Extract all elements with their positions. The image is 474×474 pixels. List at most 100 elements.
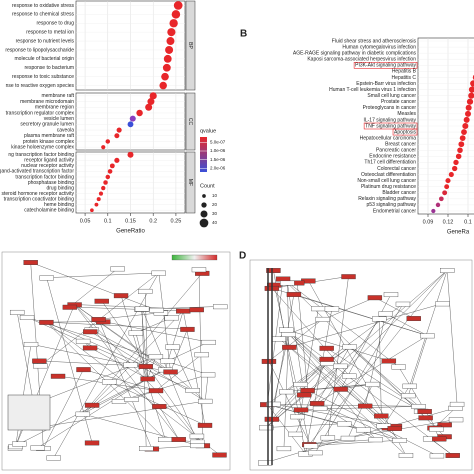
edge: [46, 321, 220, 455]
edge: [287, 282, 305, 395]
pathway-node: [337, 421, 352, 427]
edge: [83, 369, 157, 391]
pathway-node: [293, 382, 308, 387]
edge: [167, 341, 209, 362]
pathway-node: [84, 440, 100, 446]
edge: [46, 321, 188, 330]
edge: [204, 374, 209, 402]
pathway-node: [138, 288, 153, 294]
term-label: Human T-cell leukemia virus 1 infection: [329, 87, 416, 93]
x-axis-title: GeneRa: [447, 230, 470, 236]
edge: [309, 439, 376, 445]
pathway-node: [381, 358, 397, 364]
pathway-node: [110, 266, 125, 272]
term-label: Hepatitis B: [392, 69, 417, 75]
pathway-node: [448, 417, 464, 423]
dot: [145, 103, 153, 111]
edge: [103, 321, 209, 343]
dot: [90, 208, 94, 213]
dot: [431, 208, 436, 214]
term-label: response to lipopolysaccharide: [5, 47, 74, 53]
term-label: response to oxidative stress: [12, 3, 74, 9]
edge: [305, 308, 333, 454]
edge: [317, 335, 428, 404]
pathway-node: [83, 329, 98, 335]
x-tick-label: 0.09: [423, 219, 434, 225]
pathway-node: [171, 437, 186, 442]
edge: [37, 400, 206, 428]
edge: [409, 270, 448, 386]
legend-dot: [201, 202, 207, 208]
term-label: Apoptosis: [394, 129, 416, 135]
x-tick-label: 0.12: [443, 219, 454, 225]
term-label: AGE-RAGE signaling pathway in diabetic c…: [293, 51, 417, 57]
term-label: Human cytomegalovirus infection: [342, 44, 416, 50]
pathway-node: [280, 280, 295, 286]
edge: [278, 338, 395, 429]
edge: [155, 354, 202, 391]
pathway-node: [300, 388, 315, 393]
pathway-node: [311, 306, 326, 312]
dot: [445, 178, 451, 184]
pathway-node: [134, 306, 150, 312]
pathway-node: [357, 403, 373, 409]
edge: [30, 343, 131, 365]
edge: [158, 272, 171, 372]
pathway-node: [213, 304, 228, 310]
edge: [374, 297, 414, 319]
x-tick-label: 0.05: [80, 218, 91, 224]
pathway-node: [180, 326, 195, 332]
facet-strip: [185, 0, 196, 91]
dot: [114, 157, 120, 163]
pathway-node: [276, 446, 292, 452]
term-label: Fluid shear stress and atherosclerosis: [332, 38, 417, 44]
term-label: heme binding: [44, 202, 74, 208]
pathway-node: [189, 307, 204, 313]
facet-strip: [185, 151, 196, 214]
term-label: Bladder cancer: [382, 190, 416, 196]
term-label: Platinum drug resistance: [361, 184, 416, 190]
term-label: nse to reactive oxygen species: [6, 83, 75, 89]
pathway-node: [324, 306, 340, 312]
pathway-node: [123, 362, 138, 368]
term-label: Endocrine resistance: [369, 154, 416, 160]
edge: [271, 358, 327, 420]
dot: [167, 28, 176, 37]
dot: [162, 63, 171, 72]
panel-label: D: [239, 251, 246, 262]
term-label: vesicle lumen: [44, 116, 75, 122]
pathway-node: [288, 431, 303, 437]
pathway-node: [342, 344, 357, 350]
facet-label: MF: [187, 179, 193, 186]
pathway-node: [271, 336, 287, 342]
pathway-node: [111, 399, 127, 404]
dot: [96, 197, 101, 202]
dot: [161, 72, 169, 81]
dot: [101, 145, 106, 150]
pathway-node: [279, 389, 294, 395]
term-label: Relaxin signaling pathway: [358, 196, 416, 202]
pathway-node: [176, 308, 191, 314]
pathway-node: [76, 367, 91, 373]
term-label: plasma membrane raft: [24, 133, 75, 139]
x-axis-title: GeneRatio: [116, 229, 145, 235]
edge: [267, 278, 284, 405]
dot: [127, 121, 134, 128]
pathway-node: [266, 268, 281, 273]
pathway-node: [449, 401, 465, 407]
edge: [267, 404, 419, 407]
term-label: membrane raft: [41, 93, 74, 99]
pathway-node: [340, 435, 356, 441]
pathway-node: [101, 379, 117, 385]
pathway-node: [75, 338, 91, 344]
pathway-node: [290, 414, 305, 420]
pathway-node: [303, 443, 319, 449]
edge: [91, 329, 166, 370]
edge: [282, 278, 399, 367]
term-label: receptor ligand activity: [24, 158, 74, 164]
edge: [309, 270, 448, 445]
term-label: caveola: [57, 127, 74, 133]
edge: [326, 347, 425, 412]
term-label: catecholamine binding: [24, 208, 74, 214]
